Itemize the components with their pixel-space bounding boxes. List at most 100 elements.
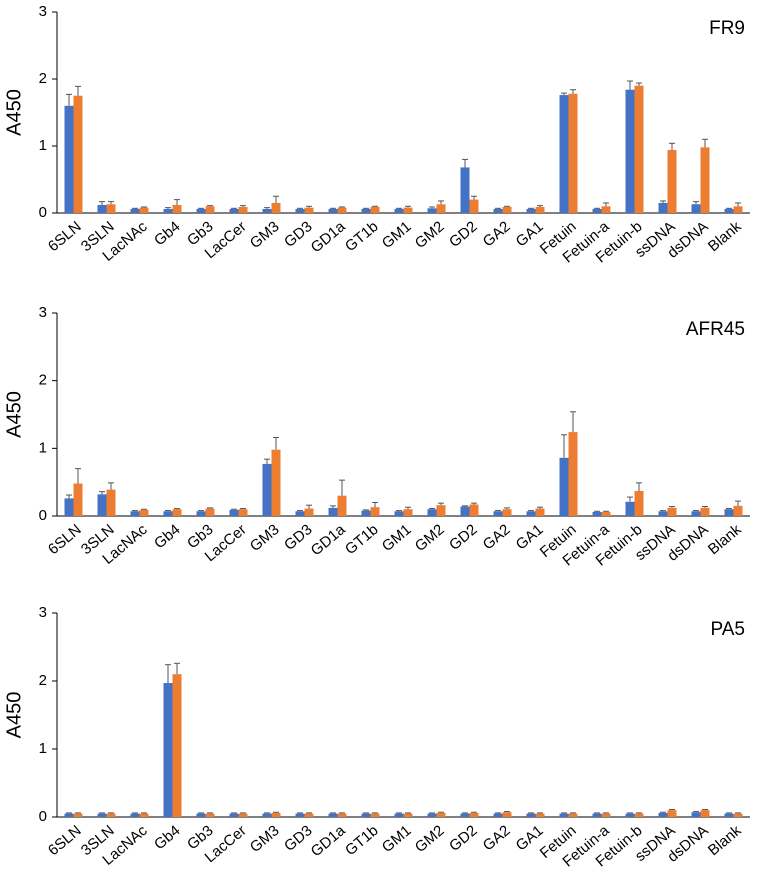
bar [667, 150, 677, 213]
x-tick-label: GD2 [446, 521, 481, 554]
bar [370, 813, 380, 817]
bar [295, 511, 305, 516]
bar [535, 508, 545, 516]
bar [130, 208, 140, 213]
bar [337, 495, 347, 516]
bar [196, 208, 206, 213]
bar [106, 813, 116, 817]
bar [436, 812, 446, 817]
x-tick-label: Blank [705, 822, 745, 859]
bar [163, 208, 173, 213]
bar [238, 206, 248, 213]
bar [271, 202, 281, 213]
bar [667, 507, 677, 516]
x-tick-label: GM3 [247, 521, 283, 555]
y-tick-label: 0 [39, 204, 47, 221]
bar [139, 813, 149, 817]
bar [205, 508, 215, 516]
bar [502, 206, 512, 213]
x-tick-label: GA2 [480, 218, 514, 250]
bar [361, 813, 371, 817]
x-tick-label: GM3 [247, 822, 283, 856]
bar [625, 501, 635, 516]
bar [361, 510, 371, 516]
chart-title: FR9 [709, 18, 745, 39]
bar [625, 813, 635, 817]
bar [304, 207, 314, 213]
bar [502, 812, 512, 817]
bar [559, 95, 569, 213]
bar [658, 202, 668, 213]
bar [733, 505, 743, 516]
bar [97, 494, 107, 516]
bar [304, 508, 314, 516]
bar [229, 509, 239, 516]
bar [733, 206, 743, 213]
x-tick-label: GM3 [247, 218, 283, 252]
bar [535, 813, 545, 817]
bar [436, 505, 446, 516]
y-tick-label: 0 [39, 808, 47, 825]
y-axis-label: A450 [3, 391, 25, 438]
bar [163, 683, 173, 817]
bar [493, 511, 503, 516]
y-tick-label: 3 [39, 3, 47, 20]
bar [625, 89, 635, 213]
bar [403, 207, 413, 213]
x-tick-label: Blank [705, 521, 745, 558]
bar [559, 457, 569, 516]
bar [106, 204, 116, 213]
bar [601, 813, 611, 817]
bar [592, 511, 602, 516]
bar [370, 206, 380, 213]
bar [427, 208, 437, 213]
bar [361, 208, 371, 213]
bar [238, 813, 248, 817]
bar [634, 490, 644, 516]
bar [460, 506, 470, 516]
bar [460, 813, 470, 817]
bar [724, 813, 734, 817]
bar [172, 204, 182, 213]
x-tick-label: GD1a [308, 822, 349, 861]
bar [700, 810, 710, 817]
bar [691, 204, 701, 213]
x-tick-label: GM1 [379, 218, 415, 252]
bar [601, 511, 611, 516]
bar [691, 511, 701, 516]
bar [634, 813, 644, 817]
bar [73, 483, 83, 516]
x-tick-label: 6SLN [45, 822, 85, 859]
bar [427, 509, 437, 516]
bar [724, 509, 734, 516]
bar [592, 208, 602, 213]
bar [526, 511, 536, 516]
y-tick-label: 1 [39, 740, 47, 757]
bar [658, 511, 668, 516]
bar [469, 812, 479, 817]
bar [271, 449, 281, 516]
bar [97, 813, 107, 817]
bar [460, 167, 470, 213]
bar [328, 208, 338, 213]
bar [196, 813, 206, 817]
y-tick-label: 0 [39, 507, 47, 524]
bar [526, 208, 536, 213]
bar [262, 813, 272, 817]
x-tick-label: Gb4 [151, 218, 184, 249]
bar [403, 813, 413, 817]
y-tick-label: 2 [39, 372, 47, 389]
bar [394, 511, 404, 516]
bar [295, 208, 305, 213]
y-tick-label: 3 [39, 304, 47, 321]
bar [526, 813, 536, 817]
bar [724, 208, 734, 213]
bar [229, 813, 239, 817]
x-tick-label: Gb4 [151, 822, 184, 853]
chart-title: AFR45 [686, 319, 745, 340]
bar [73, 95, 83, 213]
bar [73, 813, 83, 817]
x-tick-label: GM2 [412, 822, 448, 856]
bar [337, 207, 347, 213]
